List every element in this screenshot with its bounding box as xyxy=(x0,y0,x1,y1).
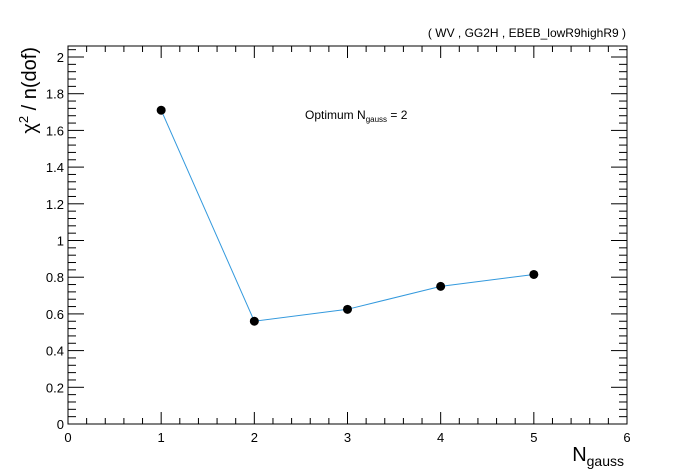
axis-tick-labels: 0 1 2 3 4 5 6 0 0.2 0.4 0.6 0.8 1 1.2 1.4 1.6 1.8 2 xyxy=(46,50,631,445)
axis-ticks xyxy=(67,46,628,425)
y-tick-label: 1.2 xyxy=(46,197,64,212)
x-tick-label: 1 xyxy=(158,430,165,445)
x-tick-label: 5 xyxy=(530,430,537,445)
x-axis-label: Ngauss xyxy=(572,444,624,469)
y-tick-label: 1 xyxy=(57,234,64,249)
x-tick-label: 0 xyxy=(64,430,71,445)
data-point xyxy=(436,281,446,291)
data-point xyxy=(343,304,352,314)
y-tick-label: 2 xyxy=(57,50,64,65)
y-tick-label: 0.6 xyxy=(46,307,64,322)
y-tick-label: 1.6 xyxy=(46,123,64,138)
data-point xyxy=(529,269,539,279)
data-point xyxy=(156,105,166,115)
x-tick-label: 2 xyxy=(251,430,258,445)
y-tick-label: 0.2 xyxy=(46,380,64,395)
x-tick-label: 4 xyxy=(437,430,444,445)
y-tick-label: 0.8 xyxy=(46,270,64,285)
data-series xyxy=(156,105,539,326)
y-tick-label: 0.4 xyxy=(46,344,64,359)
x-tick-label: 3 xyxy=(344,430,351,445)
y-tick-label: 1.4 xyxy=(46,160,64,175)
y-tick-label: 1.8 xyxy=(46,87,64,102)
y-axis-label: χ2 / n(dof) xyxy=(16,47,41,134)
data-point xyxy=(249,316,259,326)
chart-title: ( WV , GG2H , EBEB_lowR9highR9 ) xyxy=(428,26,626,40)
optimum-annotation: Optimum Ngauss = 2 xyxy=(305,108,408,124)
y-tick-label: 0 xyxy=(57,417,64,432)
x-tick-label: 6 xyxy=(623,430,630,445)
